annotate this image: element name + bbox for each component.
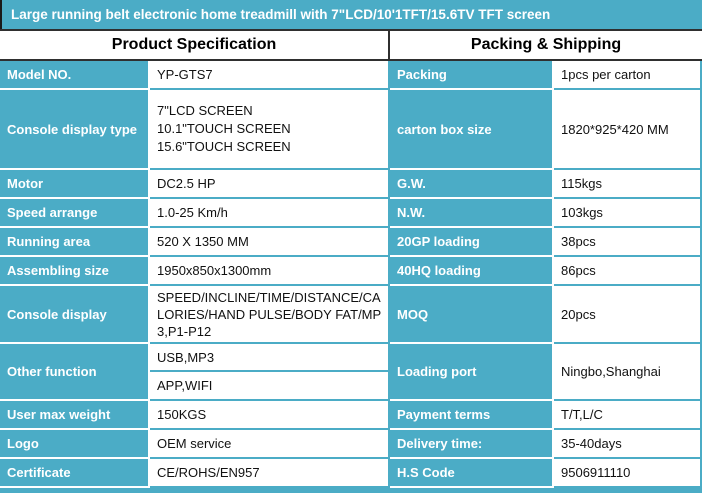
spec-label: Other function [0, 344, 150, 401]
spec-label: Console display [0, 286, 150, 344]
spec-label: User max weight [0, 401, 150, 430]
table-row: Model NO. YP-GTS7 Packing 1pcs per carto… [0, 61, 702, 90]
ship-value: 35-40days [554, 430, 702, 459]
ship-label: carton box size [390, 90, 554, 170]
spec-label: Model NO. [0, 61, 150, 90]
ship-value: 103kgs [554, 199, 702, 228]
ship-label: Delivery time: [390, 430, 554, 459]
spec-value: 150KGS [150, 401, 390, 430]
ship-value: 1820*925*420 MM [554, 90, 702, 170]
spec-label: Console display type [0, 90, 150, 170]
spec-label: Running area [0, 228, 150, 257]
ship-label: H.S Code [390, 459, 554, 488]
table-row: Console display SPEED/INCLINE/TIME/DISTA… [0, 286, 702, 344]
spec-value: OEM service [150, 430, 390, 459]
spec-value-line: 15.6"TOUCH SCREEN [157, 139, 291, 154]
ship-label: G.W. [390, 170, 554, 199]
table-row: Running area 520 X 1350 MM 20GP loading … [0, 228, 702, 257]
table-row: Assembling size 1950x850x1300mm 40HQ loa… [0, 257, 702, 286]
page-title: Large running belt electronic home tread… [0, 0, 702, 29]
table-row: Logo OEM service Delivery time: 35-40day… [0, 430, 702, 459]
ship-label: 20GP loading [390, 228, 554, 257]
ship-value: 86pcs [554, 257, 702, 286]
spec-value: USB,MP3 [150, 344, 390, 372]
ship-label: Loading port [390, 344, 554, 401]
ship-value: 20pcs [554, 286, 702, 344]
spec-value: YP-GTS7 [150, 61, 390, 90]
spec-value: 1.0-25 Km/h [150, 199, 390, 228]
spec-value: SPEED/INCLINE/TIME/DISTANCE/CALORIES/HAN… [150, 286, 390, 344]
product-specification-header: Product Specification [0, 29, 390, 61]
spec-label: Motor [0, 170, 150, 199]
ship-label: MOQ [390, 286, 554, 344]
ship-value: 9506911110 [554, 459, 702, 488]
spec-value-line: 7"LCD SCREEN [157, 103, 253, 118]
spec-label: Assembling size [0, 257, 150, 286]
spec-label: Speed arrange [0, 199, 150, 228]
ship-value: Ningbo,Shanghai [554, 344, 702, 401]
ship-value: T/T,L/C [554, 401, 702, 430]
table-row: Speed arrange 1.0-25 Km/h N.W. 103kgs [0, 199, 702, 228]
ship-label: Payment terms [390, 401, 554, 430]
spec-value: 1950x850x1300mm [150, 257, 390, 286]
table-row: Other function USB,MP3 Loading port Ning… [0, 344, 702, 401]
spec-value: 520 X 1350 MM [150, 228, 390, 257]
spec-value: 7"LCD SCREEN 10.1"TOUCH SCREEN 15.6"TOUC… [150, 90, 390, 170]
ship-value: 1pcs per carton [554, 61, 702, 90]
packing-shipping-header: Packing & Shipping [390, 29, 702, 61]
spec-label: Certificate [0, 459, 150, 488]
ship-label: Packing [390, 61, 554, 90]
spec-value: CE/ROHS/EN957 [150, 459, 390, 488]
spec-value: DC2.5 HP [150, 170, 390, 199]
table-row: Certificate CE/ROHS/EN957 H.S Code 95069… [0, 459, 702, 488]
table-row: Motor DC2.5 HP G.W. 115kgs [0, 170, 702, 199]
ship-value: 115kgs [554, 170, 702, 199]
spec-table: Product Specification Packing & Shipping… [0, 29, 702, 488]
ship-value: 38pcs [554, 228, 702, 257]
spec-value: APP,WIFI [150, 372, 390, 401]
spec-value-line: 10.1"TOUCH SCREEN [157, 121, 291, 136]
section-header-row: Product Specification Packing & Shipping [0, 29, 702, 61]
table-row: User max weight 150KGS Payment terms T/T… [0, 401, 702, 430]
spec-label: Logo [0, 430, 150, 459]
ship-label: 40HQ loading [390, 257, 554, 286]
table-row: Console display type 7"LCD SCREEN 10.1"T… [0, 90, 702, 170]
table-row: APP,WIFI [0, 372, 702, 401]
ship-label: N.W. [390, 199, 554, 228]
